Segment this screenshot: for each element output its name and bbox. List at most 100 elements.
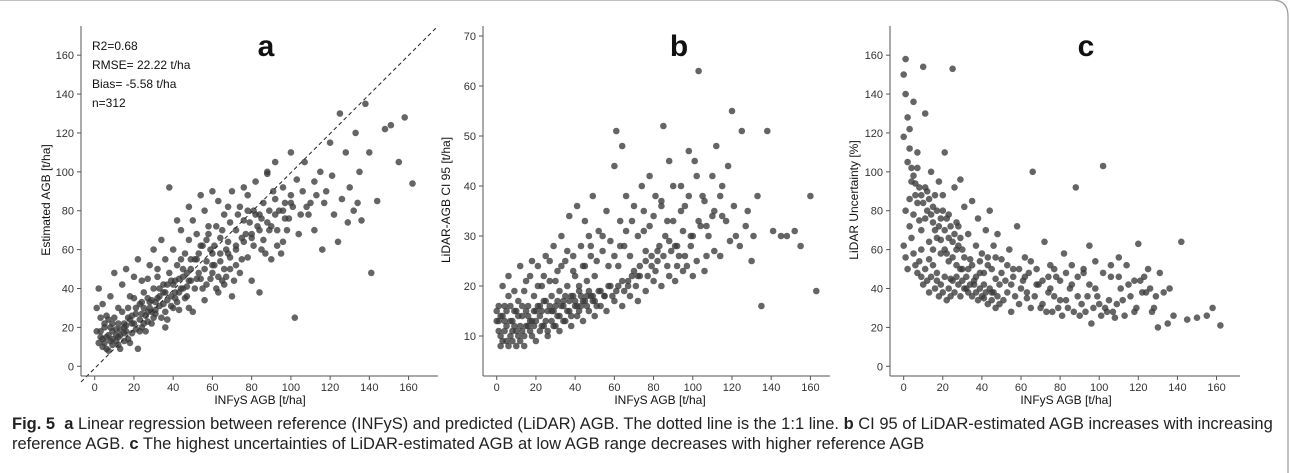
chart-c-point-138 [910,250,917,257]
chart-a-point-113 [134,255,142,263]
chart-b-point-247 [664,217,671,225]
chart-a-point-262 [256,226,263,234]
chart-b-point-108 [505,342,512,350]
chart-b-point-61 [622,192,630,200]
chart-b-point-194 [526,327,534,335]
chart-b-point-82 [691,157,698,165]
chart-a-y-tick-label: 60 [62,245,74,257]
chart-b-point-110 [513,342,520,350]
chart-b-point-227 [546,257,553,265]
chart-b-point-84 [699,192,706,200]
chart-c-point-83 [1115,254,1123,261]
chart-b-point-213 [650,277,657,285]
chart-a-point-109 [118,281,126,288]
chart-c-point-228 [933,234,941,242]
chart-c-point-174 [980,281,988,288]
chart-a-point-178 [175,306,183,314]
chart-b-point-92 [738,127,746,135]
chart-a-y-axis-label: Estimated AGB [t/ha] [39,144,53,255]
chart-a-point-76 [279,184,287,191]
chart-c-point-211 [1113,300,1121,308]
chart-b-point-144 [542,297,549,305]
chart-a-point-38 [169,246,177,253]
chart-c-x-axis-label: INFyS AGB [t/ha] [1020,393,1111,407]
chart-a-point-142 [248,277,255,285]
chart-c-point-47 [994,230,1001,238]
chart-c-point-266 [1140,273,1148,281]
chart-c-point-46 [992,275,999,283]
chart-a-point-155 [334,238,342,246]
chart-a-point-130 [201,296,208,304]
chart-b-point-203 [579,317,587,325]
chart-a-y-tick-label: 0 [68,361,74,373]
chart-c-point-141 [916,258,923,265]
chart-b-point-79 [681,202,689,210]
chart-b-point-191 [509,337,516,345]
chart-b-x-tick-label: 20 [530,382,542,394]
chart-a-point-200 [281,199,289,207]
chart-b-point-18 [530,292,538,300]
chart-b-point-239 [616,242,624,250]
chart-a-point-220 [150,314,157,322]
chart-b-point-185 [730,202,738,210]
chart-b-point-271 [589,297,597,305]
chart-a-point-97 [381,125,389,133]
chart-a-point-78 [287,191,295,199]
chart-a-point-55 [213,223,220,230]
chart-b-point-164 [628,272,636,280]
chart-b-point-99 [777,232,785,240]
chart-b-point-29 [552,302,559,310]
chart-c-point-254 [1056,277,1064,285]
chart-a-point-110 [122,265,130,273]
chart-b-point-240 [622,227,630,235]
chart-a-point-79 [291,314,299,322]
chart-c-point-72 [1076,312,1083,320]
chart-c-point-249 [1027,258,1035,265]
chart-b-point-48 [589,192,597,200]
chart-b-point-274 [607,282,614,290]
chart-c-point-6 [914,149,921,156]
chart-b-point-114 [528,332,536,340]
chart-b-point-77 [677,182,685,190]
chart-b-point-286 [679,227,687,235]
chart-c-point-62 [1041,238,1048,246]
chart-b-point-141 [530,307,538,315]
chart-a-point-93 [356,168,363,176]
chart-a-annotation-r2: R2=0.68 [92,39,138,53]
chart-c-point-84 [1119,296,1126,304]
chart-a-point-207 [328,172,336,179]
chart-b-x-tick-label: 80 [647,382,659,394]
chart-a-point-266 [287,199,295,207]
chart-b-point-248 [669,182,677,190]
chart-c-point-74 [1084,293,1091,300]
chart-c-point-257 [1074,273,1081,281]
chart-a-point-86 [322,188,330,195]
chart-a-point-217 [132,304,140,312]
chart-a-point-54 [209,269,216,277]
chart-b-point-180 [705,232,712,240]
chart-a-x-ticks: 0 20 40 60 80 100 120 140 160 [92,376,418,394]
chart-a-point-36 [166,269,173,277]
chart-c-point-39 [978,250,986,257]
chart-a-point-255 [201,265,208,273]
chart-b-point-91 [732,232,740,240]
chart-b-point-147 [554,297,561,305]
chart-a-point-42 [177,226,185,234]
chart-c-point-131 [957,234,964,242]
chart-b-point-256 [501,327,508,335]
chart-b-point-0 [495,327,503,335]
chart-a-point-60 [228,188,236,195]
chart-a-point-126 [185,203,193,211]
chart-c-point-43 [986,207,993,214]
chart-b-y-tick-label: 30 [464,231,476,243]
chart-a-point-30 [154,265,161,273]
chart-b-point-211 [634,297,642,305]
chart-a-point-64 [240,217,248,224]
chart-b-point-41 [575,287,583,295]
chart-c-point-248 [1021,273,1029,281]
chart-a-point-241 [281,215,289,222]
chart-a-point-210 [354,199,361,207]
chart-b-point-132 [495,302,503,310]
chart-c-point-132 [959,246,966,253]
